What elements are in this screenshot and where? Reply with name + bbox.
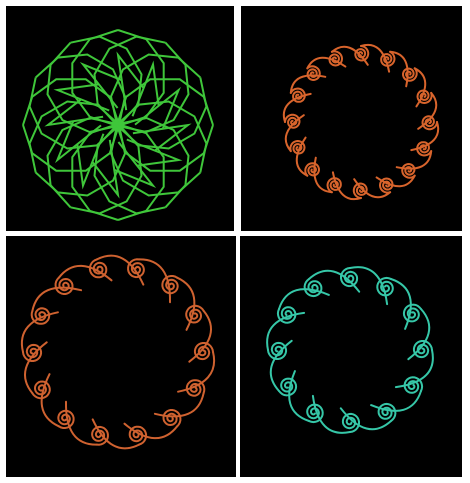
curl-tail [57,264,113,282]
curl-tail [95,254,145,286]
star-line [44,98,104,127]
curl-spiral [91,425,109,446]
polygon-loop [109,53,208,150]
curl-tail [288,370,310,422]
curl-spiral [284,113,301,129]
star-line [79,62,122,109]
curl-spiral [306,403,324,424]
curl-tail [123,422,179,440]
star-line [114,141,157,188]
curl-tail [64,400,98,446]
curl-spiral [30,307,51,325]
star-line [116,51,145,111]
curl-spiral [416,89,433,105]
star-line [55,121,102,164]
curl-tail [91,418,141,450]
star-line [134,86,181,129]
curl-spiral [57,409,75,429]
curl-tail [40,373,60,428]
curl-spiral [289,139,306,155]
curl-spiral [54,276,74,295]
curl-tail [407,308,431,361]
curl-tail [278,288,330,310]
curl-spiral [161,275,179,295]
curl-spiral [328,50,344,67]
curl-spiral [162,409,182,428]
curl-spiral [306,65,321,82]
curl-spiral [354,45,370,62]
curl-tail [24,341,48,395]
curl-tail [370,390,422,412]
curl-spiral [340,267,359,288]
curl-tail [20,311,59,353]
curl-tail [188,309,212,363]
curl-spiral [403,376,424,394]
curl-spiral [88,258,108,279]
star-line [53,83,110,112]
curl-tail [177,351,216,393]
curl-spiral [278,377,298,397]
curl-spiral [412,340,433,359]
curl-tail [176,276,196,331]
curl-spiral [128,425,148,446]
curl-spiral [378,177,394,194]
curl-tail [31,286,83,312]
curl-spiral [303,278,323,298]
curl-spiral [401,67,418,82]
curl-spiral [127,258,145,279]
curl-tail [311,394,351,434]
curl-tail [390,278,412,330]
star-line [131,60,160,117]
patterns [20,29,440,450]
curl-spiral [185,379,206,397]
curl-tail [269,339,293,392]
star-line [91,139,120,199]
curl-spiral [267,341,288,360]
curl-spiral [352,182,368,199]
curl-spiral [193,342,214,361]
curl-spiral [304,162,321,177]
curl-spiral [376,276,394,297]
curl-tail [138,258,172,304]
curl-tail [349,266,389,306]
curl-spiral [289,87,306,103]
curl-tail [308,269,361,293]
curl-spiral [31,380,51,400]
curl-tail [153,392,205,418]
curl-tail [417,91,438,130]
curl-tail [394,349,434,389]
star-line [76,133,105,190]
curl-spiral [185,304,205,324]
curl-spiral [276,306,297,324]
curl-tail [339,407,392,431]
curl-spiral [402,303,422,323]
curl-spiral [380,50,396,67]
curl-spiral [416,141,433,157]
curl-spiral [377,402,397,422]
curl-spiral [22,343,43,362]
curl-tail [266,311,306,351]
curl-spiral [341,412,360,433]
curl-spiral [401,162,416,179]
curl-spiral [326,177,342,194]
